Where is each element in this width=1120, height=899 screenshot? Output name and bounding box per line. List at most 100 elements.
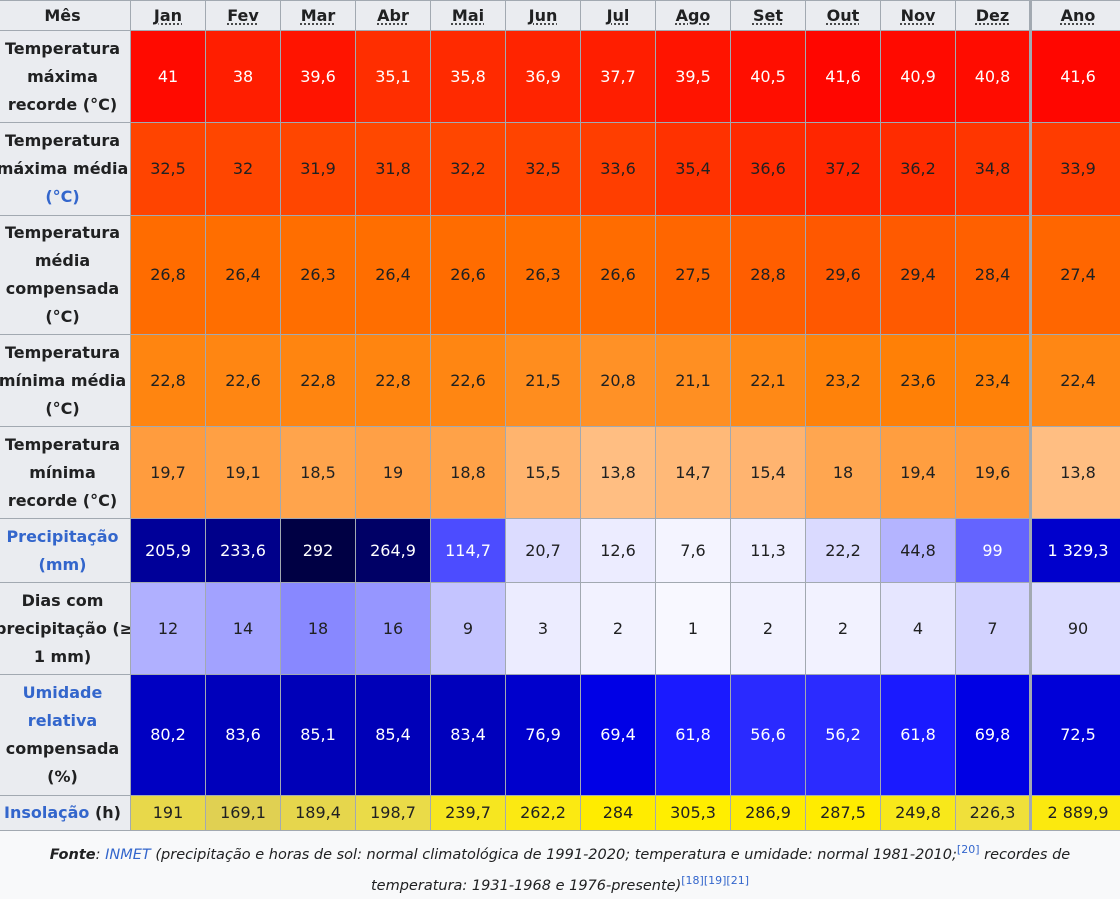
value-cell: 26,3	[506, 216, 581, 335]
value-cell: 26,6	[581, 216, 656, 335]
value-cell: 15,4	[731, 427, 806, 519]
row-label-line: Temperatura	[0, 339, 130, 367]
ref-20-link[interactable]: [20]	[957, 843, 980, 856]
value-cell: 249,8	[881, 796, 956, 831]
header-row: Mês Jan Fev Mar Abr Mai Jun Jul Ago Set Out Nov Dez…	[0, 1, 1120, 31]
month-header-text[interactable]: Ago	[676, 6, 711, 25]
month-header-text[interactable]: Set	[753, 6, 783, 25]
value-cell: 12	[131, 583, 206, 675]
value-cell: 18	[806, 427, 881, 519]
value-cell: 26,8	[131, 216, 206, 335]
row-label-link[interactable]: Insolação	[4, 803, 89, 822]
value-cell: 61,8	[881, 675, 956, 796]
month-header-3[interactable]: Abr	[356, 1, 431, 31]
row-label-line[interactable]: (°C)	[0, 183, 130, 211]
value-cell: 26,4	[356, 216, 431, 335]
value-cell: 36,9	[506, 31, 581, 123]
value-cell: 34,8	[956, 123, 1031, 216]
value-cell: 26,3	[281, 216, 356, 335]
value-cell: 61,8	[656, 675, 731, 796]
value-cell: 18,8	[431, 427, 506, 519]
month-header-11[interactable]: Dez	[956, 1, 1031, 31]
source-label: Fonte	[50, 847, 96, 863]
value-cell: 41,6	[806, 31, 881, 123]
value-cell: 38	[206, 31, 281, 123]
value-cell: 26,4	[206, 216, 281, 335]
month-header-text[interactable]: Abr	[377, 6, 409, 25]
month-header-9[interactable]: Out	[806, 1, 881, 31]
row-label-line: Dias com	[0, 587, 130, 615]
value-cell: 286,9	[731, 796, 806, 831]
value-cell: 37,7	[581, 31, 656, 123]
value-cell: 40,9	[881, 31, 956, 123]
value-cell: 28,8	[731, 216, 806, 335]
month-header-text[interactable]: Jul	[607, 6, 630, 25]
value-cell: 35,4	[656, 123, 731, 216]
month-header-text[interactable]: Mai	[452, 6, 484, 25]
value-cell: 22,8	[281, 335, 356, 427]
row-label-line[interactable]: (mm)	[0, 551, 130, 579]
month-header-text[interactable]: Mar	[301, 6, 336, 25]
value-cell: 2	[581, 583, 656, 675]
month-header-text[interactable]: Jan	[154, 6, 182, 25]
row-label-line[interactable]: Umidade	[0, 679, 130, 707]
month-header-12[interactable]: Ano	[1031, 1, 1120, 31]
value-cell: 44,8	[881, 519, 956, 583]
value-cell: 28,4	[956, 216, 1031, 335]
month-header-text[interactable]: Out	[827, 6, 860, 25]
month-header-text[interactable]: Ano	[1061, 6, 1096, 25]
row-label-line[interactable]: Precipitação	[0, 523, 130, 551]
inmet-link[interactable]: INMET	[105, 847, 151, 863]
value-cell: 35,1	[356, 31, 431, 123]
value-cell: 23,2	[806, 335, 881, 427]
month-header-4[interactable]: Mai	[431, 1, 506, 31]
month-header-text[interactable]: Jun	[529, 6, 558, 25]
value-cell: 4	[881, 583, 956, 675]
value-cell: 114,7	[431, 519, 506, 583]
row-label-line[interactable]: relativa	[0, 707, 130, 735]
value-cell: 18,5	[281, 427, 356, 519]
month-header-7[interactable]: Ago	[656, 1, 731, 31]
value-cell: 11,3	[731, 519, 806, 583]
row-label-line: compensada	[0, 275, 130, 303]
value-cell: 72,5	[1031, 675, 1120, 796]
month-header-text[interactable]: Dez	[976, 6, 1009, 25]
value-cell: 23,4	[956, 335, 1031, 427]
row-label-line: recorde (°C)	[0, 91, 130, 119]
month-header-text[interactable]: Fev	[227, 6, 259, 25]
refs-link[interactable]: [18][19][21]	[681, 874, 749, 887]
value-cell: 21,1	[656, 335, 731, 427]
month-header-0[interactable]: Jan	[131, 1, 206, 31]
month-header-1[interactable]: Fev	[206, 1, 281, 31]
value-cell: 16	[356, 583, 431, 675]
month-header-label: Mês	[0, 1, 131, 31]
value-cell: 22,8	[356, 335, 431, 427]
row-label-line: Temperatura	[0, 431, 130, 459]
value-cell: 305,3	[656, 796, 731, 831]
row-label-rest: (h)	[89, 803, 121, 822]
month-header-2[interactable]: Mar	[281, 1, 356, 31]
row-label: Precipitação(mm)	[0, 519, 131, 583]
month-header-10[interactable]: Nov	[881, 1, 956, 31]
value-cell: 41	[131, 31, 206, 123]
value-cell: 56,6	[731, 675, 806, 796]
month-header-6[interactable]: Jul	[581, 1, 656, 31]
value-cell: 9	[431, 583, 506, 675]
value-cell: 29,4	[881, 216, 956, 335]
value-cell: 262,2	[506, 796, 581, 831]
value-cell: 22,2	[806, 519, 881, 583]
month-header-8[interactable]: Set	[731, 1, 806, 31]
value-cell: 56,2	[806, 675, 881, 796]
value-cell: 21,5	[506, 335, 581, 427]
value-cell: 205,9	[131, 519, 206, 583]
month-header-5[interactable]: Jun	[506, 1, 581, 31]
value-cell: 18	[281, 583, 356, 675]
row-label-line: máxima	[0, 63, 130, 91]
value-cell: 13,8	[1031, 427, 1120, 519]
month-header-text[interactable]: Nov	[901, 6, 936, 25]
value-cell: 284	[581, 796, 656, 831]
value-cell: 189,4	[281, 796, 356, 831]
